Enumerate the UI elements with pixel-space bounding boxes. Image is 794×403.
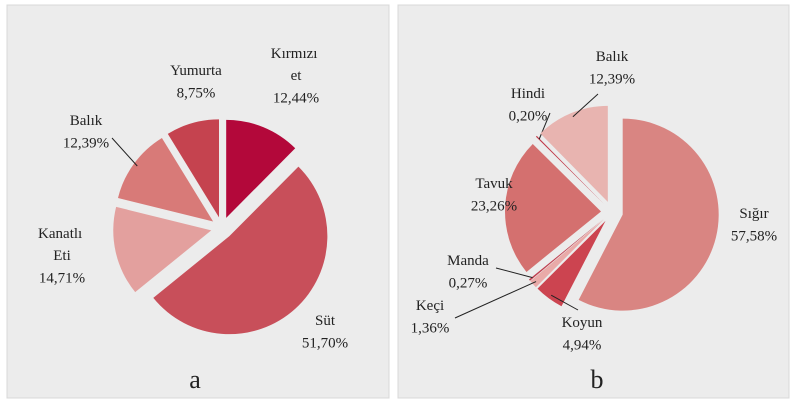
label-line: Hindi: [511, 86, 545, 102]
slice-value-label: 1,36%: [411, 320, 450, 336]
slice-label: Tavuk: [475, 176, 513, 192]
pie-slice: [113, 206, 212, 293]
label-line: Koyun: [562, 315, 603, 331]
pie-slice: [537, 220, 606, 307]
slice-label: Kırmızı et: [271, 46, 321, 84]
slice-value-label: 14,71%: [39, 270, 85, 286]
pie-slice: [535, 135, 605, 205]
pie-slice: [505, 143, 602, 272]
label-line: Sığır: [739, 206, 768, 222]
slice-label: Kanatlı Eti: [38, 226, 86, 264]
pie-slice: [226, 119, 296, 218]
pie-slice: [167, 119, 220, 218]
slice-label: Hindi: [511, 86, 545, 102]
slice-value-label: 0,20%: [509, 108, 548, 124]
panel-b: [397, 4, 790, 399]
slice-value-label: 57,58%: [731, 228, 777, 244]
slice-label: Balık: [70, 113, 103, 129]
slice-value-label: 12,39%: [589, 71, 635, 87]
slice-value-label: 4,94%: [563, 337, 602, 353]
slice-label: Koyun: [562, 315, 603, 331]
slice-value-label: 8,75%: [177, 85, 216, 101]
slice-value-label: 12,39%: [63, 135, 109, 151]
leader-line: [454, 281, 537, 319]
label-line: Balık: [70, 113, 103, 129]
pie-slice: [530, 219, 604, 288]
slice-label: Sığır: [739, 206, 768, 222]
label-line: Kanatlı: [38, 226, 86, 242]
label-line: Balık: [596, 49, 629, 65]
label-line: Eti: [53, 248, 71, 264]
leader-line: [550, 294, 579, 311]
caption: b: [591, 365, 604, 394]
leader-line: [495, 267, 533, 279]
pie-slice: [117, 137, 214, 222]
caption: a: [189, 365, 201, 394]
slice-label: Balık: [596, 49, 629, 65]
label-line: et: [291, 68, 303, 84]
label-line: Keçi: [416, 298, 444, 314]
label-line: Manda: [447, 253, 489, 269]
label-line: Süt: [315, 313, 336, 329]
pie-slice: [528, 219, 604, 281]
label-line: Yumurta: [170, 63, 222, 79]
leader-line: [572, 93, 599, 118]
slice-value-label: 12,44%: [273, 90, 319, 106]
pie-slice: [540, 105, 608, 202]
leader-line: [538, 112, 551, 140]
label-line: Tavuk: [475, 176, 513, 192]
slice-value-label: 51,70%: [302, 335, 348, 351]
slice-value-label: 0,27%: [449, 275, 488, 291]
slice-label: Keçi: [416, 298, 444, 314]
leader-line: [111, 137, 138, 167]
pie-slice: [578, 118, 719, 311]
slice-label: Manda: [447, 253, 489, 269]
slice-label: Süt: [315, 313, 336, 329]
pie-slice: [153, 166, 328, 335]
slice-value-label: 23,26%: [471, 198, 517, 214]
label-line: Kırmızı: [271, 46, 321, 62]
slice-label: Yumurta: [170, 63, 222, 79]
